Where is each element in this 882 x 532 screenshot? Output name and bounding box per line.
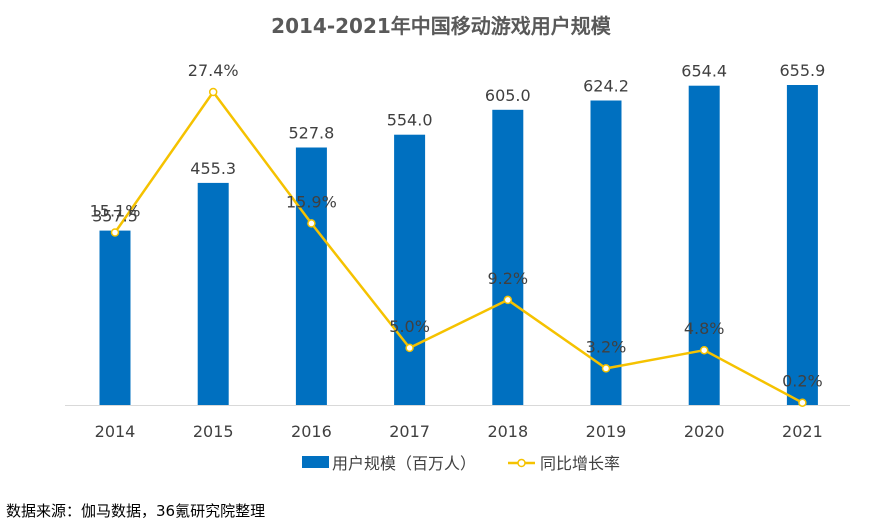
x-tick-2014: 2014 bbox=[95, 422, 136, 441]
bar-2016 bbox=[295, 147, 327, 405]
growth-line bbox=[113, 90, 803, 404]
line-label-2020: 4.8% bbox=[684, 319, 725, 338]
legend-bar-label: 用户规模（百万人） bbox=[332, 454, 476, 473]
line-label-2014: 15.1% bbox=[90, 202, 141, 221]
x-tick-2017: 2017 bbox=[389, 422, 430, 441]
bar-label-2018: 605.0 bbox=[485, 86, 531, 105]
line-label-2017: 5.0% bbox=[389, 317, 430, 336]
line-label-2015: 27.4% bbox=[188, 61, 239, 80]
legend-line-marker bbox=[517, 458, 526, 468]
bar-2018 bbox=[492, 109, 524, 406]
bar-label-2020: 654.4 bbox=[681, 62, 727, 81]
bar-label-2015: 455.3 bbox=[190, 159, 236, 178]
x-tick-2019: 2019 bbox=[586, 422, 627, 441]
line-label-2016: 15.9% bbox=[286, 192, 337, 211]
x-tick-labels: 2014 2015 2016 2017 2018 2019 2020 2021 bbox=[95, 422, 823, 441]
line-point-2020 bbox=[699, 345, 709, 355]
x-tick-2015: 2015 bbox=[193, 422, 234, 441]
bar-2019 bbox=[590, 100, 622, 405]
bar-label-2021: 655.9 bbox=[779, 61, 825, 80]
line-point-2015 bbox=[208, 87, 218, 97]
legend: 用户规模（百万人） 同比增长率 bbox=[302, 454, 620, 473]
bar-2015 bbox=[197, 182, 229, 405]
source-note: 数据来源：伽马数据，36氪研究院整理 bbox=[6, 502, 266, 520]
line-point-2014 bbox=[110, 228, 120, 237]
bar-2017 bbox=[394, 134, 426, 405]
x-tick-2021: 2021 bbox=[782, 422, 823, 441]
x-tick-2016: 2016 bbox=[291, 422, 332, 441]
line-label-2018: 9.2% bbox=[487, 269, 528, 288]
bar-series bbox=[99, 85, 818, 406]
line-point-2016 bbox=[307, 219, 316, 228]
bar-label-2016: 527.8 bbox=[288, 124, 334, 143]
bar-2014 bbox=[99, 230, 131, 405]
bar-2021 bbox=[786, 85, 818, 405]
line-labels: 15.1% 27.4% 15.9% 5.0% 9.2% 3.2% 4.8% 0.2% bbox=[90, 61, 823, 391]
line-point-2018 bbox=[503, 295, 513, 305]
growth-line-series bbox=[110, 87, 807, 407]
x-tick-2020: 2020 bbox=[684, 422, 725, 441]
bar-labels: 357.5 455.3 527.8 554.0 605.0 624.2 654.4 655.9 bbox=[92, 61, 825, 226]
line-point-2019 bbox=[601, 364, 611, 373]
line-point-2017 bbox=[405, 343, 414, 353]
legend-bar-swatch bbox=[302, 456, 329, 468]
legend-line-label: 同比增长率 bbox=[540, 454, 620, 473]
x-tick-2018: 2018 bbox=[487, 422, 528, 441]
line-label-2021: 0.2% bbox=[782, 372, 823, 391]
bar-label-2014: 357.5 bbox=[92, 207, 138, 226]
bar-label-2019: 624.2 bbox=[583, 77, 629, 96]
bar-label-2017: 554.0 bbox=[387, 111, 433, 130]
chart-title: 2014-2021年中国移动游戏用户规模 bbox=[271, 14, 612, 38]
line-point-2021 bbox=[798, 398, 807, 407]
line-label-2019: 3.2% bbox=[586, 337, 627, 356]
